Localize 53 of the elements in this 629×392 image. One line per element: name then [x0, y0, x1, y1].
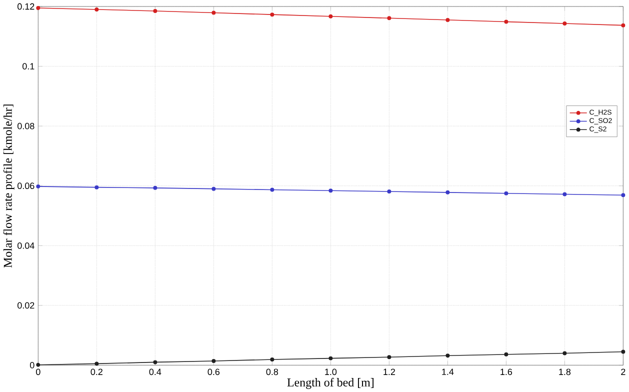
point	[387, 189, 392, 194]
y-tick-label: 0.06	[18, 182, 34, 189]
point	[94, 7, 99, 12]
point	[387, 16, 392, 20]
point	[153, 360, 158, 364]
point	[328, 14, 333, 18]
point	[562, 21, 567, 26]
y-tick-label: 0.04	[18, 242, 34, 249]
point	[36, 6, 40, 10]
x-tick-label: 1.8	[559, 368, 571, 375]
point	[387, 354, 392, 359]
point	[504, 20, 508, 24]
x-tick-label: 0	[36, 368, 40, 375]
point	[562, 192, 567, 196]
point	[446, 190, 450, 194]
point	[446, 18, 450, 22]
x-tick-label: 1.4	[442, 368, 454, 375]
point	[270, 357, 274, 362]
point	[153, 186, 158, 190]
y-tick-label: 0.12	[18, 3, 34, 10]
x-tick-label: 1.2	[384, 368, 395, 375]
point	[504, 352, 508, 356]
x-axis-title: Length of bed [m]	[287, 378, 374, 389]
x-tick-label: 1.0	[325, 368, 337, 375]
point	[504, 191, 508, 196]
x-tick-label: 1.6	[500, 368, 512, 375]
x-tick-label: 0.2	[90, 368, 102, 375]
point	[446, 354, 450, 358]
point	[94, 185, 99, 190]
point	[36, 184, 40, 188]
point	[328, 188, 333, 192]
point	[328, 356, 333, 360]
point	[36, 362, 40, 367]
y-axis-title: Molar flow rate profile [kmole/hr]	[3, 104, 14, 268]
x-tick-label: 0.8	[266, 368, 278, 375]
point	[621, 192, 626, 197]
point	[621, 23, 626, 28]
y-tick-label: 0.02	[18, 302, 34, 308]
y-tick-label: 0.08	[18, 122, 34, 130]
point	[94, 362, 99, 366]
point	[270, 12, 274, 16]
point	[562, 351, 567, 356]
point	[212, 10, 216, 15]
x-tick-label: 2	[621, 368, 626, 375]
y-tick-label: 0.1	[22, 62, 34, 70]
point	[621, 350, 626, 354]
point	[212, 358, 216, 363]
x-tick-label: 0.4	[149, 368, 162, 375]
point	[212, 186, 216, 191]
x-tick-label: 0.6	[208, 368, 220, 375]
point	[270, 188, 274, 192]
y-tick-label: 0	[30, 362, 34, 368]
point	[153, 8, 158, 13]
